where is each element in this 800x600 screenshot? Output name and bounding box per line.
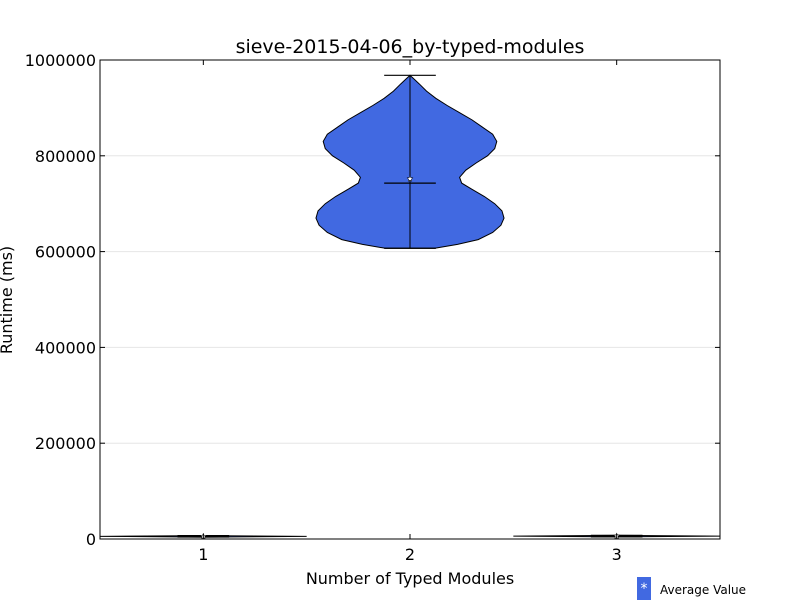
y-tick-label: 400000 bbox=[35, 338, 96, 357]
axis-ticks: 0 200000 400000 600000 800000 1000000 1 2 3 bbox=[25, 51, 720, 564]
y-tick-label: 0 bbox=[86, 530, 96, 549]
x-axis-label: Number of Typed Modules bbox=[306, 569, 514, 588]
x-tick-label: 2 bbox=[405, 545, 415, 564]
legend-star-icon: * bbox=[641, 581, 648, 597]
y-axis-label: Runtime (ms) bbox=[0, 246, 16, 354]
violin-mean-star-2 bbox=[406, 174, 414, 182]
y-tick-label: 600000 bbox=[35, 243, 96, 262]
legend-label: Average Value bbox=[660, 583, 746, 597]
violins bbox=[99, 74, 721, 540]
x-tick-label: 3 bbox=[612, 545, 622, 564]
y-tick-label: 200000 bbox=[35, 434, 96, 453]
legend: * Average Value bbox=[637, 577, 746, 600]
chart-title: sieve-2015-04-06_by-typed-modules bbox=[236, 36, 585, 58]
y-tick-label: 1000000 bbox=[25, 51, 96, 70]
legend-swatch bbox=[637, 577, 651, 600]
y-tick-label: 800000 bbox=[35, 147, 96, 166]
x-tick-label: 1 bbox=[198, 545, 208, 564]
